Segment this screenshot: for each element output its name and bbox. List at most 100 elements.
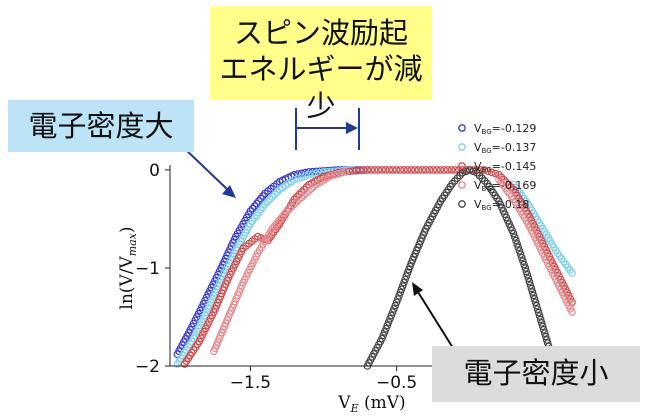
data-point [385, 166, 394, 174]
x-axis-label-sub: E [350, 402, 359, 415]
data-point [509, 229, 518, 238]
data-point [395, 291, 403, 300]
callout-left-text: 電子密度大 [28, 109, 174, 143]
data-point [309, 182, 318, 191]
data-point [530, 295, 539, 303]
legend-label: VBG=-0.129 [474, 122, 536, 136]
data-point [288, 202, 296, 211]
data-point [535, 312, 544, 320]
data-point [512, 236, 520, 245]
y-tick-label: −2 [135, 357, 160, 377]
data-point [405, 265, 413, 274]
data-point [447, 166, 456, 174]
data-point [520, 260, 528, 269]
data-point [307, 185, 316, 193]
series-4 [363, 166, 559, 370]
data-point [400, 278, 408, 287]
data-point [381, 166, 390, 174]
data-point [397, 285, 406, 293]
data-point [292, 198, 301, 206]
data-point [290, 200, 299, 209]
data-point [305, 171, 313, 179]
data-point [394, 295, 402, 303]
data-point [497, 173, 506, 182]
legend-marker [458, 162, 466, 170]
data-point [266, 195, 274, 204]
data-point [402, 272, 411, 280]
data-point [411, 166, 419, 174]
chart-marks [173, 166, 576, 370]
data-point [522, 267, 531, 276]
data-point [352, 166, 361, 175]
data-point [297, 173, 306, 182]
data-point [398, 282, 407, 290]
data-point [528, 288, 537, 296]
legend-label: VBG=-0.145 [474, 160, 536, 174]
y-axis-label-close: ) [117, 226, 137, 233]
data-point [330, 171, 339, 179]
data-point [521, 264, 530, 272]
data-point [348, 167, 357, 175]
data-point [263, 197, 272, 206]
data-point [529, 291, 538, 300]
data-point [294, 174, 302, 183]
data-point [515, 246, 524, 255]
data-point [440, 166, 448, 174]
data-point [300, 191, 308, 200]
legend-marker [458, 143, 466, 151]
x-tick-label: −1.5 [230, 373, 271, 393]
y-tick-label: −1 [135, 259, 160, 279]
data-point [285, 204, 294, 213]
data-point [425, 166, 434, 174]
data-point [568, 308, 576, 316]
data-point [534, 308, 543, 317]
data-point [273, 188, 282, 196]
data-point [290, 175, 299, 184]
data-point [516, 250, 525, 259]
y-axis-label-sub: max [126, 232, 139, 256]
data-point [396, 166, 405, 174]
data-point [451, 166, 459, 174]
bracket-arrow-head [346, 122, 358, 134]
data-point [436, 166, 445, 174]
data-point [367, 166, 375, 174]
data-point [370, 166, 379, 174]
data-point [487, 168, 496, 177]
arrow-right-head [412, 282, 423, 296]
data-point [403, 166, 412, 174]
data-point [253, 232, 262, 241]
data-point [418, 166, 427, 174]
data-point [378, 166, 386, 174]
data-point [363, 166, 372, 174]
callout-high-density: 電子密度大 [8, 100, 194, 152]
arrow-left-head [222, 185, 236, 198]
data-point [469, 167, 478, 176]
callout-top-line2: エネルギーが減少 [219, 52, 423, 123]
x-tick-label: −0.5 [376, 373, 417, 393]
data-point [345, 167, 353, 176]
data-point [406, 262, 414, 271]
arrow-right-line [417, 291, 459, 357]
data-point [533, 305, 542, 313]
data-point [356, 166, 364, 175]
legend-marker [458, 124, 466, 132]
data-point [536, 315, 545, 324]
data-point [422, 166, 430, 174]
data-point [495, 171, 503, 179]
series-3 [210, 168, 576, 356]
data-point [327, 171, 335, 180]
data-point [537, 319, 546, 327]
legend: VBG=-0.129 VBG=-0.137 VBG=-0.145 VBG=-0.169… [458, 122, 536, 212]
data-point [540, 329, 549, 337]
callout-top-line1: スピン波励起 [233, 16, 408, 50]
y-axis-label: ln(V/Vmax) [117, 226, 139, 309]
data-point [261, 200, 269, 209]
x-axis-label-unit: (mV) [359, 393, 406, 413]
data-point [443, 166, 452, 174]
data-point [527, 284, 536, 293]
data-point [389, 166, 397, 174]
data-point [301, 172, 310, 180]
y-tick-label: 0 [149, 161, 160, 181]
legend-marker [458, 181, 466, 189]
callout-low-density: 電子密度小 [432, 346, 640, 402]
